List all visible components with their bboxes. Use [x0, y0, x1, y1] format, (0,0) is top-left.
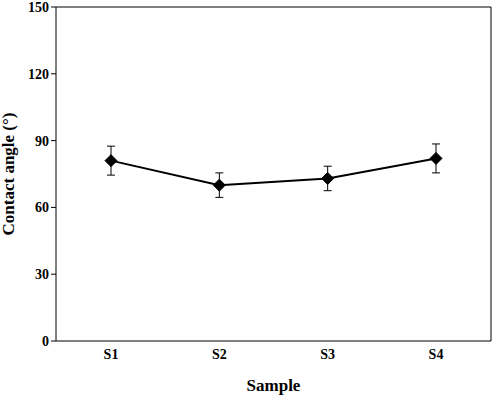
svg-text:30: 30 [35, 267, 49, 282]
svg-text:S3: S3 [320, 347, 335, 362]
svg-text:Contact angle (°): Contact angle (°) [0, 113, 18, 236]
svg-text:0: 0 [42, 334, 49, 349]
svg-text:90: 90 [35, 134, 49, 149]
svg-text:60: 60 [35, 200, 49, 215]
svg-text:S1: S1 [104, 347, 119, 362]
svg-text:S2: S2 [212, 347, 227, 362]
svg-text:150: 150 [28, 0, 49, 15]
svg-text:Sample: Sample [247, 376, 301, 395]
svg-text:S4: S4 [429, 347, 444, 362]
svg-text:120: 120 [28, 67, 49, 82]
